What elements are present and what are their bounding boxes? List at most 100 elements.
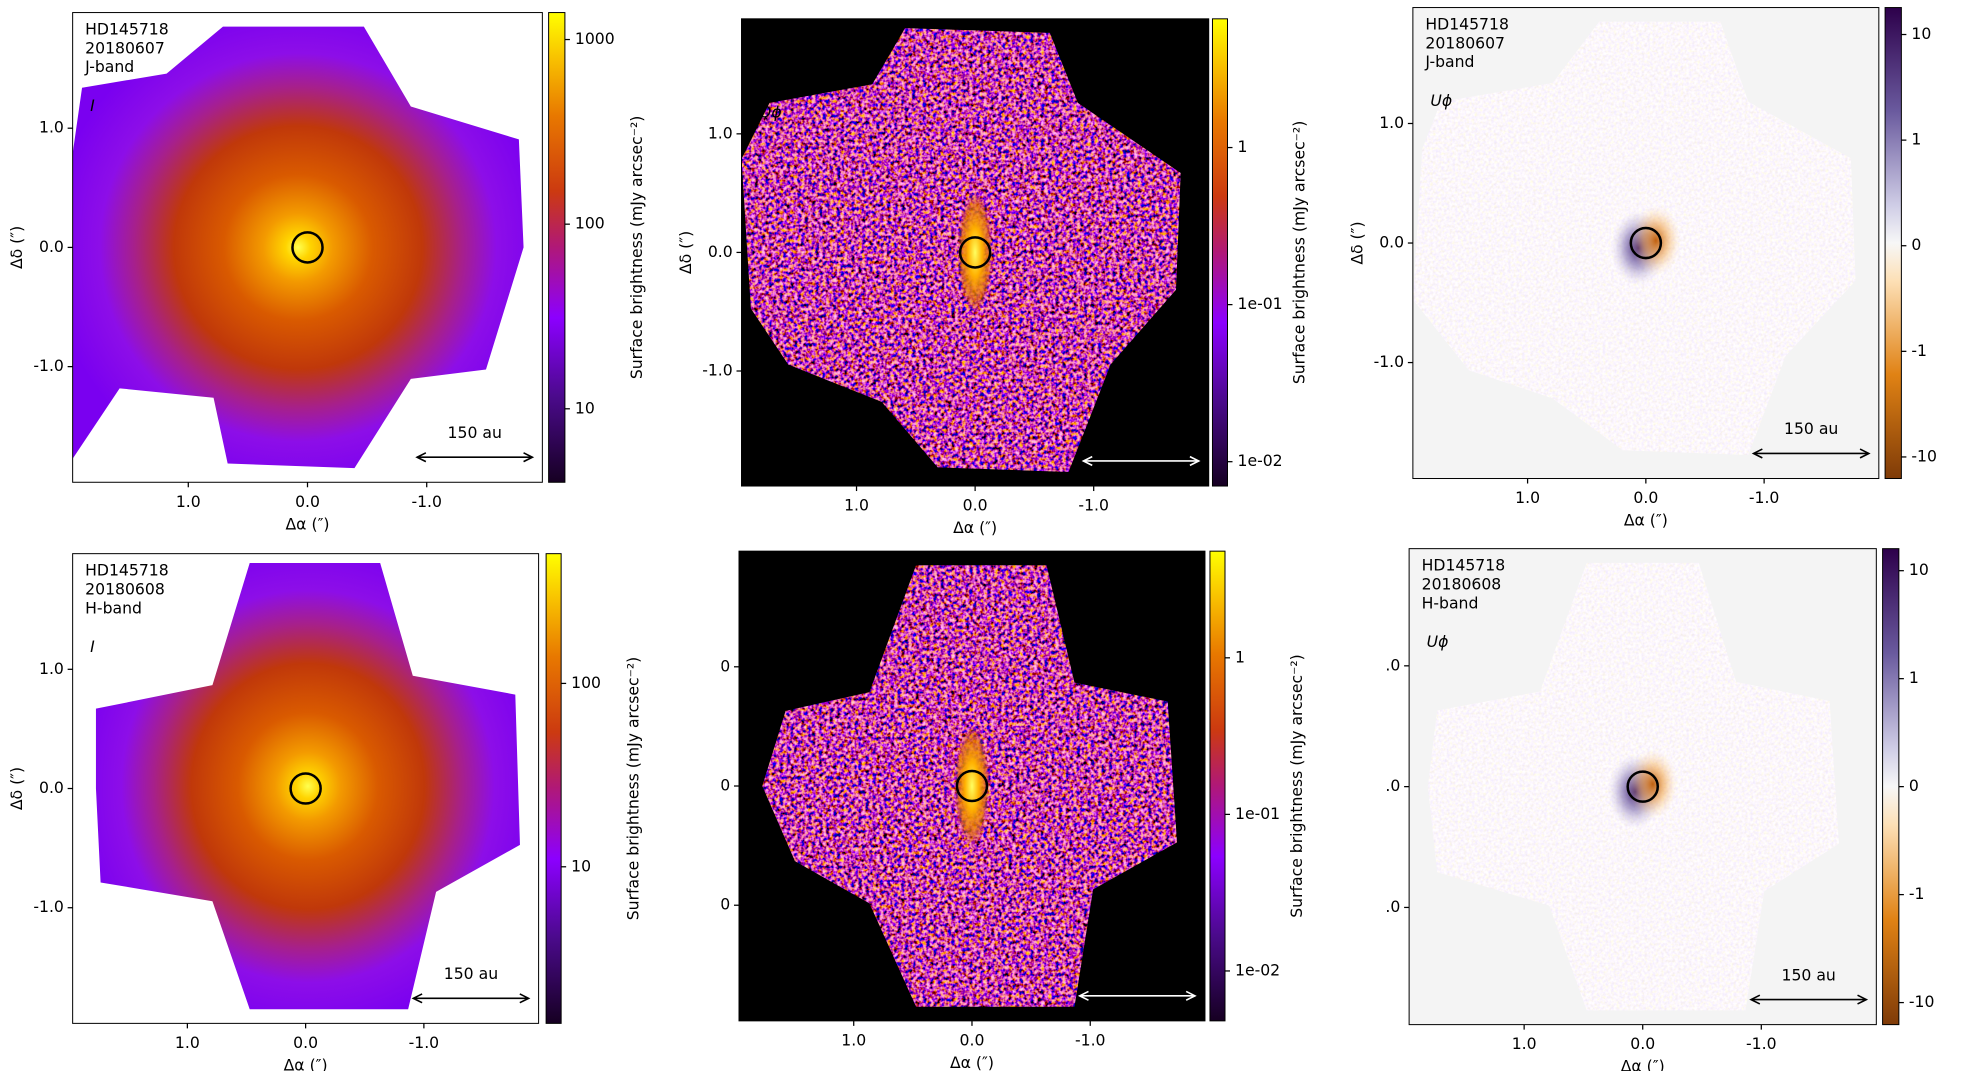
- image: [95, 563, 520, 1010]
- x-axis-label: Δα (″): [285, 514, 329, 533]
- image: [72, 26, 524, 469]
- annotation: H-band: [1422, 593, 1479, 612]
- colorbar-label: Surface brightness (mJy arcsec⁻²): [627, 116, 646, 380]
- colorbar-tick-label: 1e-02: [1235, 960, 1280, 979]
- component-label: I: [90, 637, 95, 656]
- colorbar-tick-label: 100: [571, 673, 601, 692]
- star-marker: [1626, 770, 1660, 803]
- scale-bar-arrow: [1749, 994, 1869, 1005]
- annotation: H-band: [85, 598, 142, 617]
- annotation: 20180608: [752, 577, 832, 596]
- colorbar-tick-label: 1e-02: [1238, 451, 1283, 470]
- annotation: 20180607: [85, 38, 165, 57]
- x-tick-label: 0.0: [963, 496, 988, 515]
- y-tick-label: 1.0: [39, 659, 64, 678]
- x-axis-label: Δα (″): [1621, 1057, 1665, 1071]
- y-tick-label: -1.0: [702, 361, 733, 380]
- x-axis-label: Δα (″): [1624, 511, 1668, 530]
- x-axis-label: Δα (″): [284, 1055, 328, 1071]
- component-label: Qϕ: [757, 635, 780, 654]
- colorbar-tick-label: 10: [1911, 24, 1931, 43]
- scale-bar-arrow: [411, 993, 531, 1004]
- annotation: 20180607: [1425, 33, 1505, 52]
- x-tick-label: -1.0: [411, 492, 442, 511]
- y-axis-label: Δδ (″): [7, 226, 26, 269]
- colorbar-tick-label: 1e-01: [1238, 294, 1283, 313]
- y-tick-label: 1.0: [39, 118, 64, 137]
- colorbar-tick-label: -10: [1911, 446, 1937, 465]
- x-tick-label: 0.0: [293, 1033, 318, 1052]
- colorbar-label: Surface brightness (mJy arcsec⁻²): [1290, 121, 1309, 385]
- colorbar: [1882, 548, 1900, 1026]
- y-tick-label: 0.0: [39, 237, 64, 256]
- annotation: HD145718: [1425, 15, 1509, 34]
- star-marker: [958, 236, 992, 269]
- x-tick-label: 1.0: [175, 1033, 200, 1052]
- star-marker: [289, 772, 322, 805]
- emission-core: [1630, 205, 1681, 276]
- colorbar-label: Surface brightness (mJy arcsec⁻²): [623, 657, 642, 920]
- x-tick-label: -1.0: [1075, 1030, 1106, 1049]
- colorbar-tick-label: 1: [1911, 130, 1921, 149]
- colorbar-tick-label: 1: [1235, 647, 1245, 666]
- x-tick-label: 0.0: [1630, 1034, 1655, 1053]
- annotation: 20180607: [754, 45, 834, 64]
- scale-bar-label: 150 au: [444, 964, 498, 983]
- colorbar-tick-label: 1: [1238, 137, 1248, 156]
- x-tick-label: 1.0: [1515, 488, 1540, 507]
- scale-bar-arrow: [1077, 990, 1197, 1001]
- colorbar: [548, 12, 566, 483]
- emission: [95, 563, 520, 1010]
- star-marker: [955, 769, 989, 803]
- colorbar-tick-label: 100: [575, 214, 605, 233]
- y-tick-labels: 1.0 0.0 -1.0: [700, 656, 731, 914]
- star-marker: [1629, 226, 1663, 260]
- component-label: Uϕ: [1430, 91, 1452, 110]
- x-tick-label: -1.0: [1746, 1034, 1777, 1053]
- y-tick-label: 0.0: [1375, 776, 1400, 795]
- colorbar: [1211, 18, 1229, 487]
- x-tick-label: -1.0: [1078, 496, 1109, 515]
- x-tick-label: 0.0: [295, 492, 320, 511]
- y-tick-label: 0.0: [1379, 233, 1404, 252]
- annotation: HD145718: [754, 26, 838, 45]
- colorbar-tick-label: 1e-01: [1235, 804, 1280, 823]
- emission-core: [957, 192, 993, 313]
- emission-core: [954, 725, 990, 847]
- emission: [72, 26, 524, 469]
- colorbar-label: Surface brightness (mJy arcsec⁻²): [1961, 655, 1964, 918]
- component-label: I: [90, 96, 95, 115]
- star-marker: [291, 231, 324, 264]
- colorbar-tick-label: 1: [1909, 668, 1919, 687]
- colorbar-tick-label: 10: [575, 398, 595, 417]
- x-tick-label: 1.0: [844, 496, 869, 515]
- y-tick-label: -1.0: [700, 895, 731, 914]
- x-tick-label: 0.0: [960, 1030, 985, 1049]
- annotation: J-band: [84, 57, 134, 76]
- colorbar-tick-label: 0: [1911, 235, 1921, 254]
- y-tick-label: 1.0: [1379, 113, 1404, 132]
- x-tick-label: -1.0: [1749, 488, 1780, 507]
- y-axis-label: Δδ (″): [676, 231, 695, 274]
- annotation: 20180608: [1422, 574, 1502, 593]
- annotation: HD145718: [1422, 556, 1506, 575]
- x-tick-label: 0.0: [1633, 488, 1658, 507]
- annotation: H-band: [752, 596, 809, 615]
- y-tick-label: 0.0: [705, 776, 730, 795]
- annotation: 20180608: [85, 579, 165, 598]
- y-tick-label: 1.0: [705, 656, 730, 675]
- x-axis-label: Δα (″): [950, 1053, 994, 1071]
- colorbar-tick-label: -10: [1909, 992, 1935, 1011]
- colorbar-tick-label: 0: [1909, 776, 1919, 795]
- component-label: Uϕ: [1427, 632, 1449, 651]
- y-tick-label: 0.0: [708, 242, 733, 261]
- scale-bar-label: 150 au: [1782, 965, 1836, 984]
- scale-bar-arrow: [415, 452, 535, 463]
- x-tick-label: 1.0: [1512, 1034, 1537, 1053]
- annotation: HD145718: [85, 20, 169, 39]
